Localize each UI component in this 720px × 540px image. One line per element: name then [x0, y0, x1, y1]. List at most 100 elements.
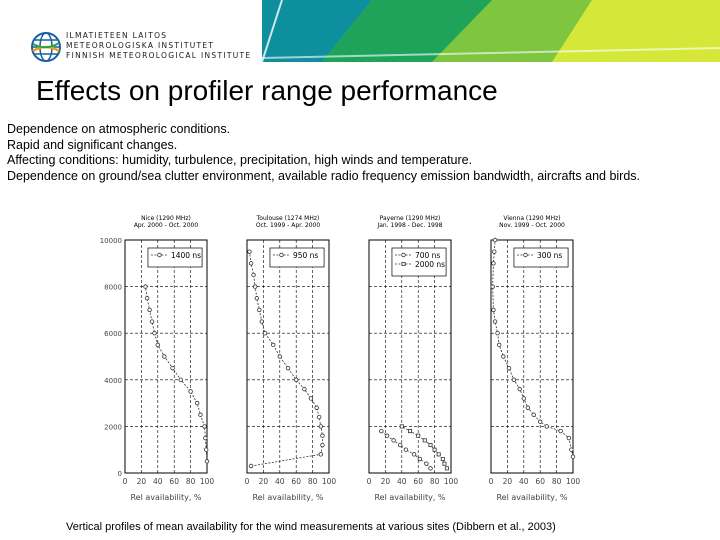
availability-profiles-figure: Nice (1290 MHz)Apr. 2000 - Oct. 2000 0 20 4… [100, 215, 581, 502]
legend-label: 700 ns [415, 251, 440, 260]
panel-title: Vienna (1290 MHz) [503, 215, 560, 222]
data-point [492, 237, 498, 243]
chart-panel: Vienna (1290 MHz)Nov. 1999 - Oct. 2000 0 2… [489, 215, 581, 502]
y-tick-label: 6000 [104, 330, 122, 338]
x-tick-label: 100 [444, 477, 459, 486]
x-tick-label: 20 [137, 477, 147, 486]
data-point [384, 433, 390, 438]
data-point [259, 319, 264, 324]
x-tick-label: 80 [186, 477, 196, 486]
legend-marker [157, 252, 162, 258]
data-point [531, 412, 536, 417]
x-tick-label: 80 [430, 477, 440, 486]
data-point [147, 307, 152, 313]
data-point [251, 272, 256, 278]
data-point [198, 412, 203, 417]
data-point [521, 396, 526, 401]
panel-title: Payerne (1290 MHz) [380, 215, 441, 222]
data-point [566, 435, 572, 441]
data-point [149, 319, 155, 324]
y-tick-label: 8000 [104, 284, 122, 292]
x-tick-label: 100 [200, 477, 215, 486]
legend-box [391, 247, 447, 277]
x-tick-label: 80 [308, 477, 318, 486]
globe-icon [31, 32, 61, 62]
data-point [517, 386, 522, 392]
x-tick-label: 100 [322, 477, 337, 486]
data-point [422, 438, 427, 443]
legend-marker [401, 262, 406, 267]
banner-stripe [552, 0, 720, 62]
legend-marker [401, 252, 406, 258]
data-point [316, 414, 322, 420]
data-point [416, 433, 421, 438]
data-point [248, 463, 254, 469]
banner-stripe [322, 0, 492, 62]
data-point [252, 284, 258, 289]
x-tick-label: 60 [169, 477, 179, 486]
data-point [143, 284, 148, 289]
data-point [492, 249, 497, 254]
x-tick-label: 0 [245, 477, 250, 486]
x-tick-label: 40 [153, 477, 163, 486]
data-point [491, 307, 496, 313]
data-point [277, 354, 282, 359]
data-point [247, 249, 252, 254]
data-point [440, 457, 445, 462]
data-point [379, 428, 384, 434]
slide-title: Effects on profiler range performance [36, 75, 498, 106]
x-tick-label: 0 [123, 477, 128, 486]
plot-frame [368, 239, 452, 474]
legend-label: 300 ns [537, 251, 562, 260]
data-point [428, 443, 433, 448]
y-tick-label: 4000 [104, 377, 122, 385]
data-point [262, 330, 268, 336]
data-point [155, 342, 160, 348]
x-axis-label: Rel availability, % [130, 493, 201, 502]
series-line [249, 251, 323, 467]
panel-subtitle: Oct. 1999 - Apr. 2000 [256, 222, 321, 229]
data-point [285, 365, 291, 371]
data-point [569, 447, 574, 452]
panel-subtitle: Jan. 1998 - Dec. 1998 [376, 222, 442, 229]
series-line [401, 426, 448, 469]
data-point [320, 442, 325, 448]
data-point [417, 456, 423, 462]
data-point [444, 466, 449, 471]
data-point [144, 296, 150, 301]
data-point [428, 466, 433, 471]
data-point [525, 405, 531, 410]
bullet-list: Dependence on atmospheric conditions. Ra… [7, 122, 640, 184]
panel-title: Nice (1290 MHz) [141, 215, 191, 222]
data-point [318, 424, 323, 429]
data-point [407, 429, 412, 434]
data-point [254, 296, 260, 301]
x-tick-label: 20 [259, 477, 269, 486]
data-point [178, 377, 183, 382]
data-point [506, 365, 512, 371]
legend-label: 950 ns [293, 251, 318, 260]
chart-panel: Nice (1290 MHz)Apr. 2000 - Oct. 2000 0 20 4… [100, 215, 214, 502]
data-point [271, 342, 276, 348]
plot-frame [246, 239, 330, 474]
data-point [203, 447, 209, 452]
x-axis-label: Rel availability, % [374, 493, 445, 502]
series-line [145, 286, 208, 462]
x-tick-label: 0 [367, 477, 372, 486]
data-point [492, 319, 498, 324]
panel-subtitle: Apr. 2000 - Oct. 2000 [134, 222, 199, 229]
x-tick-label: 20 [503, 477, 513, 486]
bullet-item: Dependence on atmospheric conditions. [7, 122, 231, 136]
header-banner [262, 0, 720, 62]
data-point [411, 452, 417, 457]
banner-edge [262, 0, 283, 62]
figure-caption: Vertical profiles of mean availability f… [66, 521, 556, 533]
y-tick-label: 0 [118, 470, 122, 478]
fmi-logo: ILMATIETEEN LAITOS METEOROLOGISKA INSTIT… [30, 28, 250, 68]
bullet-item: Dependence on ground/sea clutter environ… [7, 168, 641, 183]
data-point [293, 377, 299, 382]
data-point [152, 330, 157, 336]
data-point [203, 435, 208, 441]
x-tick-label: 100 [566, 477, 581, 486]
